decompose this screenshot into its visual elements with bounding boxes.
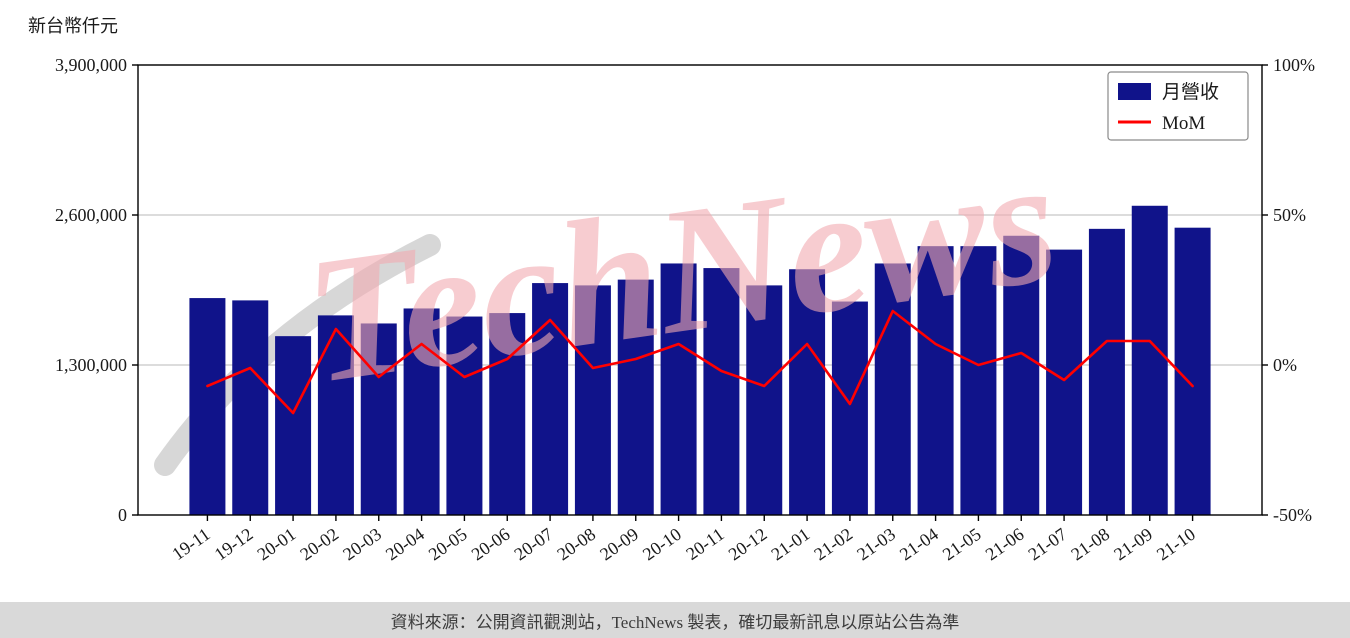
x-axis-tick-label: 21-06: [982, 524, 1028, 564]
x-axis-tick-label: 20-11: [682, 524, 727, 564]
right-axis-tick-label: 0%: [1273, 355, 1297, 375]
x-axis-tick-label: 20-09: [596, 524, 642, 564]
mom-line: [206, 309, 1194, 415]
source-footer: 資料來源：公開資訊觀測站，TechNews 製表，確切最新訊息以原站公告為準: [0, 602, 1350, 638]
left-axis: 0 1,300,000 2,600,000 3,900,000: [55, 55, 138, 525]
legend-bar-swatch-icon: [1118, 83, 1151, 100]
revenue-bar: [1003, 235, 1040, 515]
revenue-bar: [831, 301, 868, 515]
right-axis-tick-label: 100%: [1273, 55, 1315, 75]
right-axis-tick-label: 50%: [1273, 205, 1306, 225]
x-axis-tick-label: 20-05: [425, 524, 471, 564]
right-axis: -50% 0% 50% 100%: [1262, 55, 1315, 525]
left-axis-tick-label: 0: [118, 505, 127, 525]
revenue-bar: [275, 336, 312, 515]
x-axis-tick-label: 21-03: [853, 524, 899, 564]
revenue-bar: [574, 285, 611, 515]
revenue-bar: [189, 298, 226, 515]
x-axis-tick-label: 21-01: [768, 524, 814, 564]
left-axis-tick-label: 1,300,000: [55, 355, 127, 375]
left-axis-tick-label: 3,900,000: [55, 55, 127, 75]
revenue-bar: [1088, 228, 1125, 515]
legend-bar-label: 月營收: [1162, 81, 1219, 103]
revenue-bar: [1174, 227, 1211, 515]
revenue-bar: [789, 269, 826, 515]
revenue-bar: [317, 315, 354, 515]
legend-line-label: MoM: [1162, 113, 1205, 134]
revenue-bar: [446, 316, 483, 515]
revenue-bar: [1131, 205, 1168, 515]
revenue-bar: [1046, 249, 1083, 515]
x-axis-tick-label: 20-12: [725, 524, 771, 564]
source-text: 資料來源：公開資訊觀測站，TechNews 製表，確切最新訊息以原站公告為準: [390, 612, 960, 632]
monthly-revenue-chart: TechNews01,300,0002,600,0003,900,000-50%…: [55, 55, 1315, 564]
right-axis-tick-label: -50%: [1273, 505, 1312, 525]
revenue-bar: [232, 300, 269, 515]
left-axis-tick-label: 2,600,000: [55, 205, 127, 225]
x-axis: 19-1119-1220-0120-0220-0320-0420-0520-06…: [168, 515, 1199, 564]
x-axis-tick-label: 21-10: [1153, 524, 1199, 564]
x-axis-tick-label: 21-02: [810, 524, 856, 564]
revenue-bar: [360, 323, 397, 515]
revenue-bar: [917, 246, 954, 515]
x-axis-tick-label: 20-04: [382, 524, 428, 564]
x-axis-tick-label: 21-09: [1110, 524, 1156, 564]
x-axis-tick-label: 21-07: [1025, 524, 1071, 564]
legend: 月營收 MoM: [1107, 71, 1249, 141]
x-axis-tick-label: 20-10: [639, 524, 685, 564]
x-axis-tick-label: 20-02: [296, 524, 342, 564]
x-axis-tick-label: 21-08: [1067, 524, 1113, 564]
revenue-bar: [703, 268, 740, 515]
revenue-bar: [617, 279, 654, 515]
x-axis-tick-label: 20-07: [511, 524, 557, 564]
x-axis-tick-label: 21-05: [939, 524, 985, 564]
revenue-bar: [660, 263, 697, 515]
plot-border: [137, 64, 1263, 516]
x-axis-tick-label: 20-03: [339, 524, 385, 564]
x-axis-tick-label: 19-12: [211, 524, 257, 564]
x-axis-tick-label: 20-01: [254, 524, 300, 564]
revenue-bars: [189, 205, 1211, 515]
x-axis-tick-label: 19-11: [168, 524, 213, 564]
y-axis-unit-label: 新台幣仟元: [28, 16, 118, 36]
x-axis-tick-label: 20-08: [553, 524, 599, 564]
x-axis-tick-label: 20-06: [468, 524, 514, 564]
revenue-bar: [874, 263, 911, 515]
x-axis-tick-label: 21-04: [896, 524, 942, 564]
revenue-bar: [746, 285, 783, 515]
revenue-bar: [960, 246, 997, 515]
